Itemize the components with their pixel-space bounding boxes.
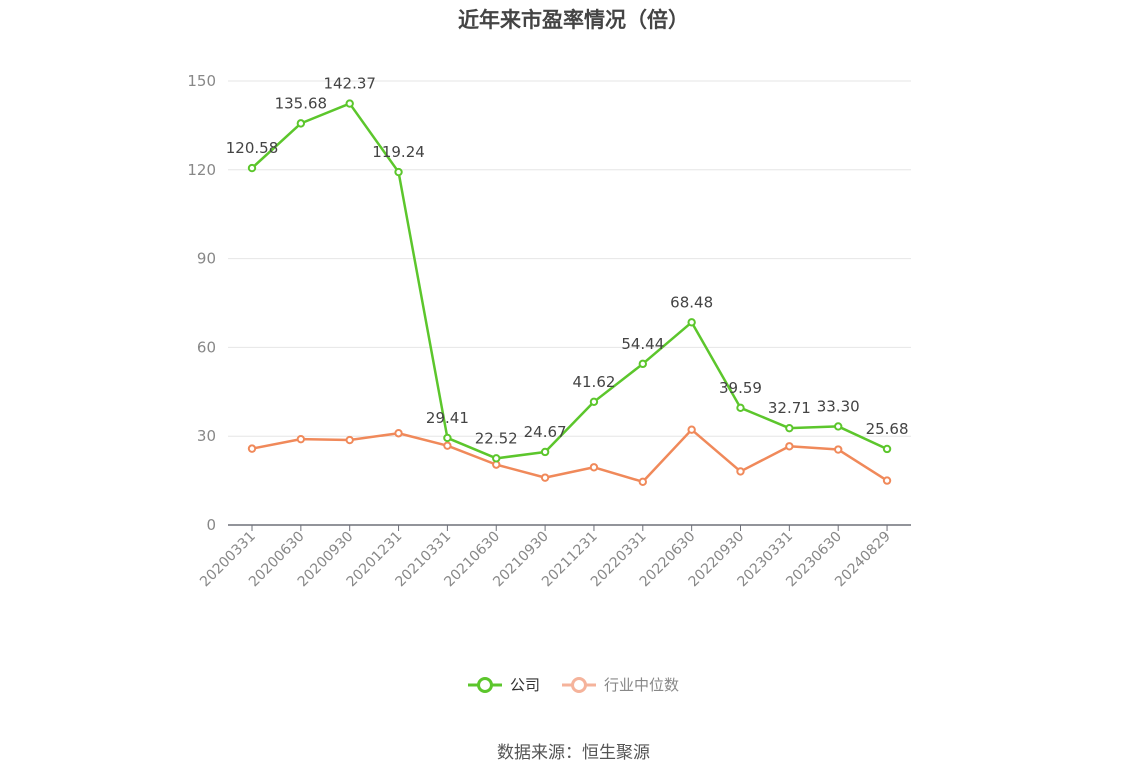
data-label-company: 25.68 <box>866 420 909 438</box>
y-tick-label: 150 <box>187 72 216 90</box>
y-tick-label: 90 <box>197 250 216 268</box>
data-label-company: 39.59 <box>719 379 762 397</box>
legend-label-industry-median: 行业中位数 <box>604 676 680 694</box>
data-point-industry-median <box>736 467 745 476</box>
data-point-company <box>882 444 892 454</box>
data-point-company <box>394 167 403 177</box>
data-point-industry-median <box>296 434 306 444</box>
data-point-company <box>638 359 647 369</box>
y-tick-label: 120 <box>187 161 216 179</box>
data-label-company: 29.41 <box>426 409 469 427</box>
data-label-company: 135.68 <box>275 94 328 112</box>
data-label-company: 54.44 <box>621 335 664 353</box>
data-label-company: 142.37 <box>323 75 376 93</box>
y-tick-label: 0 <box>206 516 216 534</box>
data-point-company <box>492 454 501 463</box>
data-point-company <box>443 433 452 443</box>
data-point-industry-median <box>882 476 892 485</box>
data-label-company: 41.62 <box>572 373 615 391</box>
data-label-company: 120.58 <box>226 139 279 157</box>
data-label-company: 24.67 <box>524 423 567 441</box>
data-point-industry-median <box>834 445 843 454</box>
legend-item-industry-median[interactable]: 行业中位数 <box>562 674 679 695</box>
legend-item-company[interactable]: 公司 <box>467 674 540 695</box>
data-point-industry-median <box>540 473 550 482</box>
chart-title: 近年来市盈率情况（倍） <box>458 8 689 32</box>
data-point-industry-median <box>247 444 257 453</box>
data-point-company <box>296 119 306 128</box>
data-point-company <box>736 403 745 413</box>
legend-label-company: 公司 <box>509 676 540 694</box>
data-point-company <box>687 318 696 327</box>
data-point-industry-median <box>687 425 696 434</box>
legend: 公司 行业中位数 <box>0 674 1147 695</box>
data-label-company: 33.30 <box>817 397 860 415</box>
data-label-company: 68.48 <box>670 293 713 311</box>
data-point-company <box>247 163 257 173</box>
y-tick-label: 30 <box>197 427 216 445</box>
legend-marker-industry-median <box>562 676 596 693</box>
data-source: 数据来源：恒生聚源 <box>497 743 650 763</box>
legend-marker-company <box>467 676 502 693</box>
data-point-company <box>540 447 550 457</box>
data-point-industry-median <box>589 463 599 472</box>
data-label-company: 32.71 <box>768 399 811 417</box>
data-point-company <box>834 422 843 431</box>
series-line-company <box>251 102 888 460</box>
series-line-industry-median <box>251 428 888 484</box>
axes: 0306090120150202003312020063020200930202… <box>187 72 911 590</box>
data-label-company: 119.24 <box>372 143 425 161</box>
data-point-industry-median <box>638 477 647 486</box>
data-label-company: 22.52 <box>475 429 518 447</box>
grid-lines <box>228 80 911 437</box>
data-point-industry-median <box>394 429 403 438</box>
series <box>247 99 892 486</box>
data-point-company <box>345 99 354 108</box>
data-point-company <box>785 423 794 433</box>
data-point-industry-median <box>345 435 354 445</box>
data-point-industry-median <box>443 441 452 450</box>
y-tick-label: 60 <box>197 338 216 356</box>
data-point-company <box>589 397 599 407</box>
data-point-industry-median <box>785 442 794 451</box>
